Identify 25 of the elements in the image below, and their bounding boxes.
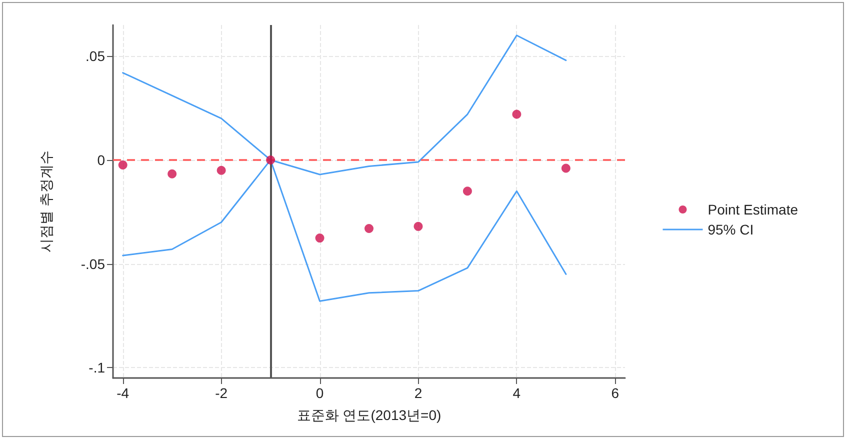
x-tick-label: 6 [611,385,620,401]
x-tick-label: 2 [414,385,422,401]
y-tick-label: -.1 [88,360,106,376]
point [266,155,276,164]
point [414,222,423,231]
x-axis-title: 표준화 연도(2013년=0) [296,407,442,423]
x-tick-label: -2 [215,385,228,401]
point [118,160,128,170]
x-tick-label: -4 [116,385,130,401]
line-series [122,34,567,176]
y-axis-title: 시점별 추정계수 [38,150,54,252]
point [462,186,472,196]
y-tick-label: -.05 [80,256,106,272]
point [364,224,374,233]
y-tick-label: .05 [86,48,106,64]
point [168,169,177,178]
legend-label: Point Estimate [708,202,798,218]
point [216,166,226,175]
y-tick-label: 0 [97,152,106,168]
point [561,164,570,173]
point [315,234,324,243]
legend-label: 95% CI [708,222,754,238]
x-tick-label: 0 [316,385,324,401]
x-tick-label: 4 [512,385,521,401]
point [512,110,522,119]
